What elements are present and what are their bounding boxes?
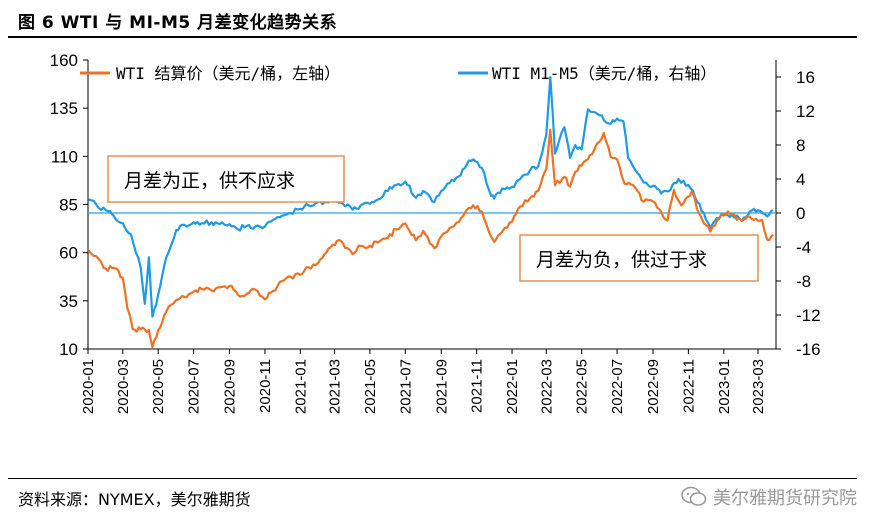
left-tick-label: 85 (59, 196, 78, 215)
x-tick-label: 2020-09 (222, 359, 239, 414)
x-tick-label: 2022-09 (645, 359, 662, 414)
annotation-positive-text: 月差为正，供不应求 (124, 170, 295, 192)
watermark: 美尔雅期货研究院 (681, 484, 857, 510)
series-line-spread (88, 75, 774, 318)
series-line-wti (87, 128, 774, 349)
x-tick-label: 2022-11 (680, 359, 697, 413)
right-tick-label: -8 (796, 272, 811, 291)
legend: WTI 结算价（美元/桶，左轴） WTI M1-M5（美元/桶，右轴） (80, 64, 716, 83)
right-axis: -16 -12 -8 -4 0 4 8 12 16 (776, 68, 821, 359)
source-note: 资料来源：NYMEX，美尔雅期货 (18, 490, 251, 509)
left-tick-label: 160 (50, 51, 78, 70)
x-tick-label: 2020-03 (115, 359, 132, 414)
right-tick-label: -16 (796, 340, 821, 359)
right-tick-label: 8 (796, 136, 805, 155)
right-tick-label: -4 (796, 238, 811, 257)
right-tick-label: 16 (796, 68, 815, 87)
left-tick-label: 60 (59, 244, 78, 263)
right-tick-label: 0 (796, 204, 805, 223)
right-tick-label: 4 (796, 170, 805, 189)
chart: 10 35 60 85 110 135 160 -16 -12 -8 -4 0 4 8 12 16 2020… (50, 51, 821, 414)
x-tick-label: 2023-03 (750, 359, 767, 414)
left-tick-label: 35 (59, 292, 78, 311)
source-divider (8, 478, 857, 479)
left-tick-label: 110 (51, 147, 78, 166)
x-tick-label: 2020-05 (150, 359, 167, 414)
x-tick-label: 2021-03 (327, 359, 344, 414)
x-tick-label: 2020-11 (257, 359, 274, 413)
x-tick-label: 2022-07 (609, 359, 626, 414)
x-tick-label: 2021-07 (397, 359, 414, 414)
x-axis: 2020-01 2020-03 2020-05 2020-07 2020-09 2020-… (80, 349, 767, 414)
annotation-negative-text: 月差为负，供过于求 (536, 249, 707, 271)
x-tick-label: 2022-03 (538, 359, 555, 414)
x-tick-label: 2020-01 (80, 359, 97, 414)
left-axis: 10 35 60 85 110 135 160 (50, 51, 88, 359)
watermark-text: 美尔雅期货研究院 (713, 488, 857, 509)
x-tick-label: 2021-11 (469, 359, 486, 413)
legend-label-spread: WTI M1-M5（美元/桶，右轴） (492, 64, 716, 83)
x-tick-label: 2020-07 (186, 359, 203, 414)
x-tick-label: 2022-05 (574, 359, 591, 414)
annotation-negative: 月差为负，供过于求 (519, 234, 759, 282)
x-tick-label: 2023-01 (716, 359, 733, 414)
annotation-positive-box (107, 155, 345, 203)
right-tick-label: 12 (796, 102, 815, 121)
annotation-negative-box (519, 234, 759, 282)
legend-label-wti: WTI 结算价（美元/桶，左轴） (116, 64, 340, 83)
left-tick-label: 10 (59, 340, 78, 359)
wechat-icon (681, 486, 707, 506)
left-tick-label: 135 (50, 99, 78, 118)
plot-frame (87, 60, 777, 350)
right-tick-label: -12 (796, 306, 821, 325)
x-tick-label: 2021-09 (433, 359, 450, 414)
x-tick-label: 2022-01 (504, 359, 521, 414)
figure-title: 图 6 WTI 与 MI-M5 月差变化趋势关系 (18, 13, 338, 33)
annotation-positive: 月差为正，供不应求 (107, 155, 345, 203)
title-divider (8, 36, 857, 38)
x-tick-label: 2021-05 (362, 359, 379, 414)
series-layer (87, 75, 776, 349)
x-tick-label: 2021-01 (292, 359, 309, 414)
